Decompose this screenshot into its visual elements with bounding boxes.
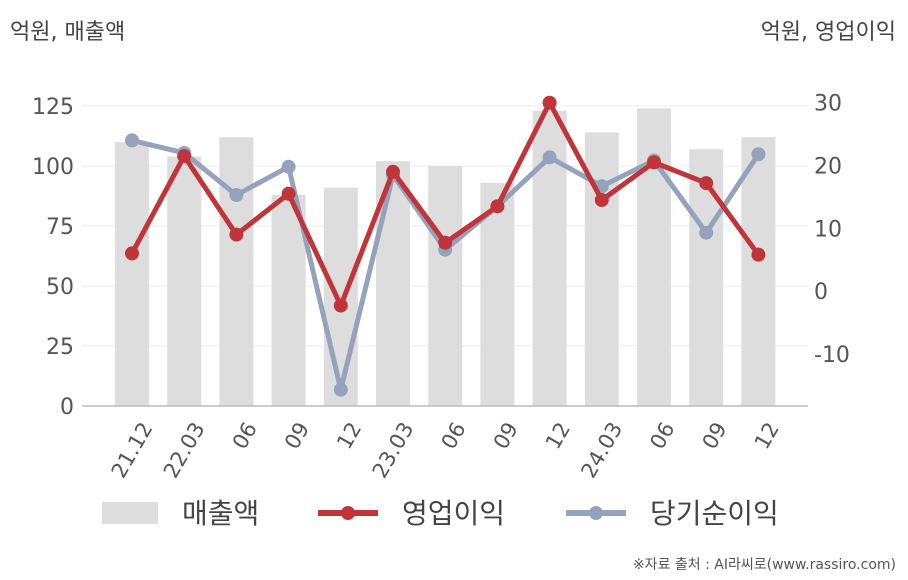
operating-income-point: [386, 164, 400, 179]
operating-income-point: [177, 149, 192, 164]
right-tick-label: 0: [814, 280, 828, 305]
revenue-bar: [167, 156, 202, 406]
left-tick-label: 125: [32, 95, 74, 120]
right-axis-unit: 억원, 영업이익: [760, 20, 896, 45]
x-tick-label: 21.12: [107, 418, 158, 482]
x-tick-label: 12: [332, 418, 366, 453]
legend-revenue-swatch: [102, 502, 158, 524]
x-tick-label: 06: [645, 418, 679, 453]
operating-income-point: [647, 155, 661, 170]
net-income-point: [333, 382, 348, 397]
x-tick-label: 12: [541, 418, 575, 453]
legend-operating-label: 영업이익: [402, 497, 505, 530]
legend-operating-marker: [341, 506, 355, 520]
net-income-point: [751, 147, 766, 162]
legend-revenue-label: 매출액: [182, 497, 259, 530]
net-income-point: [125, 133, 139, 148]
left-axis-unit: 억원, 매출액: [10, 20, 126, 45]
legend-net-label: 당기순이익: [650, 497, 779, 530]
revenue-bar: [689, 149, 724, 406]
left-tick-label: 50: [46, 275, 74, 300]
revenue-bar: [480, 182, 515, 406]
right-tick-label: 10: [814, 217, 842, 242]
operating-income-point: [229, 227, 244, 242]
net-income-point: [542, 150, 557, 165]
revenue-bar: [428, 166, 463, 406]
operating-income-point: [751, 247, 766, 262]
x-tick-label: 06: [437, 418, 471, 453]
operating-income-point: [542, 95, 557, 110]
operating-income-point: [699, 176, 714, 191]
left-tick-label: 25: [46, 335, 74, 360]
x-tick-label: 09: [280, 418, 314, 453]
x-tick-label: 22.03: [159, 418, 210, 482]
operating-income-point: [125, 246, 139, 261]
revenue-bar: [637, 108, 671, 407]
net-income-point: [229, 188, 244, 203]
right-tick-label: -10: [814, 343, 850, 368]
legend-net-marker: [589, 506, 603, 520]
operating-income-point: [333, 298, 348, 313]
revenue-bar: [323, 187, 358, 406]
revenue-bar: [271, 194, 306, 406]
x-tick-label: 23.03: [368, 418, 419, 482]
left-tick-label: 100: [32, 155, 74, 180]
revenue-bar: [219, 137, 254, 406]
operating-income-point: [594, 193, 609, 208]
net-income-point: [699, 225, 714, 240]
revenue-bar: [115, 142, 149, 406]
operating-income-point: [438, 235, 453, 250]
x-tick-label: 12: [750, 418, 784, 453]
left-tick-label: 75: [46, 215, 74, 240]
x-tick-label: 09: [489, 418, 523, 453]
left-tick-label: 0: [60, 395, 74, 420]
x-tick-label: 09: [698, 418, 732, 453]
revenue-bar: [741, 137, 776, 406]
operating-income-point: [490, 199, 505, 214]
operating-income-point: [281, 186, 296, 201]
x-tick-label: 06: [228, 418, 262, 453]
right-tick-label: 20: [814, 155, 842, 180]
x-tick-label: 24.03: [576, 418, 627, 482]
net-income-point: [281, 159, 296, 174]
right-tick-label: 30: [814, 92, 842, 117]
source-note: ※자료 출처 : AI라씨로(www.rassiro.com): [632, 557, 896, 573]
